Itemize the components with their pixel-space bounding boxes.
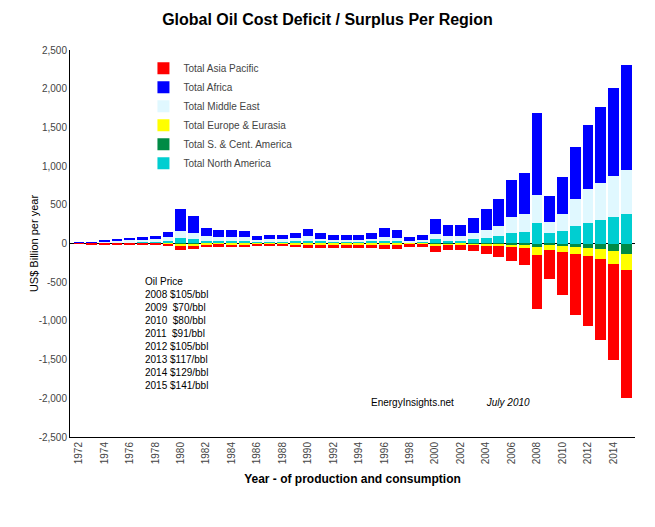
svg-text:2006: 2006 — [506, 442, 517, 465]
svg-text:1986: 1986 — [251, 442, 262, 465]
svg-text:2014: 2014 — [608, 442, 619, 465]
svg-text:1990: 1990 — [302, 442, 313, 465]
svg-text:1982: 1982 — [200, 442, 211, 465]
svg-text:2002: 2002 — [455, 442, 466, 465]
svg-text:1,000: 1,000 — [42, 161, 67, 172]
svg-text:2000: 2000 — [429, 442, 440, 465]
svg-text:-1,000: -1,000 — [39, 315, 68, 326]
svg-text:2004: 2004 — [480, 442, 491, 465]
svg-text:US$ Billion per year: US$ Billion per year — [28, 195, 40, 293]
svg-text:2008: 2008 — [531, 442, 542, 465]
svg-text:1980: 1980 — [175, 442, 186, 465]
svg-text:2,500: 2,500 — [42, 45, 67, 56]
svg-text:2,000: 2,000 — [42, 83, 67, 94]
svg-text:Oil Price2008 $105/bbl2009 $7: Oil Price2008 $105/bbl2009 $70/bbl2010 $… — [145, 276, 208, 391]
svg-text:Year - of production and consu: Year - of production and consumption — [244, 472, 461, 486]
svg-text:Total S. & Cent. America: Total S. & Cent. America — [183, 139, 292, 150]
svg-text:Total Asia Pacific: Total Asia Pacific — [183, 63, 258, 74]
svg-text:EnergyInsights.net: EnergyInsights.net — [371, 397, 454, 408]
svg-text:-2,000: -2,000 — [39, 393, 68, 404]
svg-text:Global Oil Cost Deficit / Surp: Global Oil Cost Deficit / Surplus Per Re… — [162, 11, 493, 28]
svg-text:2012: 2012 — [582, 442, 593, 465]
svg-text:Total Africa: Total Africa — [183, 82, 232, 93]
svg-text:July 2010: July 2010 — [484, 397, 530, 408]
svg-text:1984: 1984 — [226, 442, 237, 465]
svg-text:Total Europe & Eurasia: Total Europe & Eurasia — [183, 120, 286, 131]
svg-text:1974: 1974 — [99, 442, 110, 465]
svg-text:1996: 1996 — [379, 442, 390, 465]
svg-text:-500: -500 — [47, 277, 67, 288]
svg-text:1,500: 1,500 — [42, 122, 67, 133]
svg-text:-2,500: -2,500 — [39, 432, 68, 443]
svg-text:Total North America: Total North America — [183, 158, 271, 169]
svg-text:500: 500 — [50, 199, 67, 210]
svg-text:1992: 1992 — [328, 442, 339, 465]
svg-text:1976: 1976 — [124, 442, 135, 465]
svg-text:1994: 1994 — [353, 442, 364, 465]
svg-text:1978: 1978 — [150, 442, 161, 465]
svg-text:2010: 2010 — [557, 442, 568, 465]
svg-text:-1,500: -1,500 — [39, 354, 68, 365]
svg-text:1972: 1972 — [73, 442, 84, 465]
svg-text:1988: 1988 — [277, 442, 288, 465]
svg-text:0: 0 — [61, 238, 67, 249]
svg-text:Total Middle East: Total Middle East — [183, 101, 259, 112]
svg-text:1998: 1998 — [404, 442, 415, 465]
